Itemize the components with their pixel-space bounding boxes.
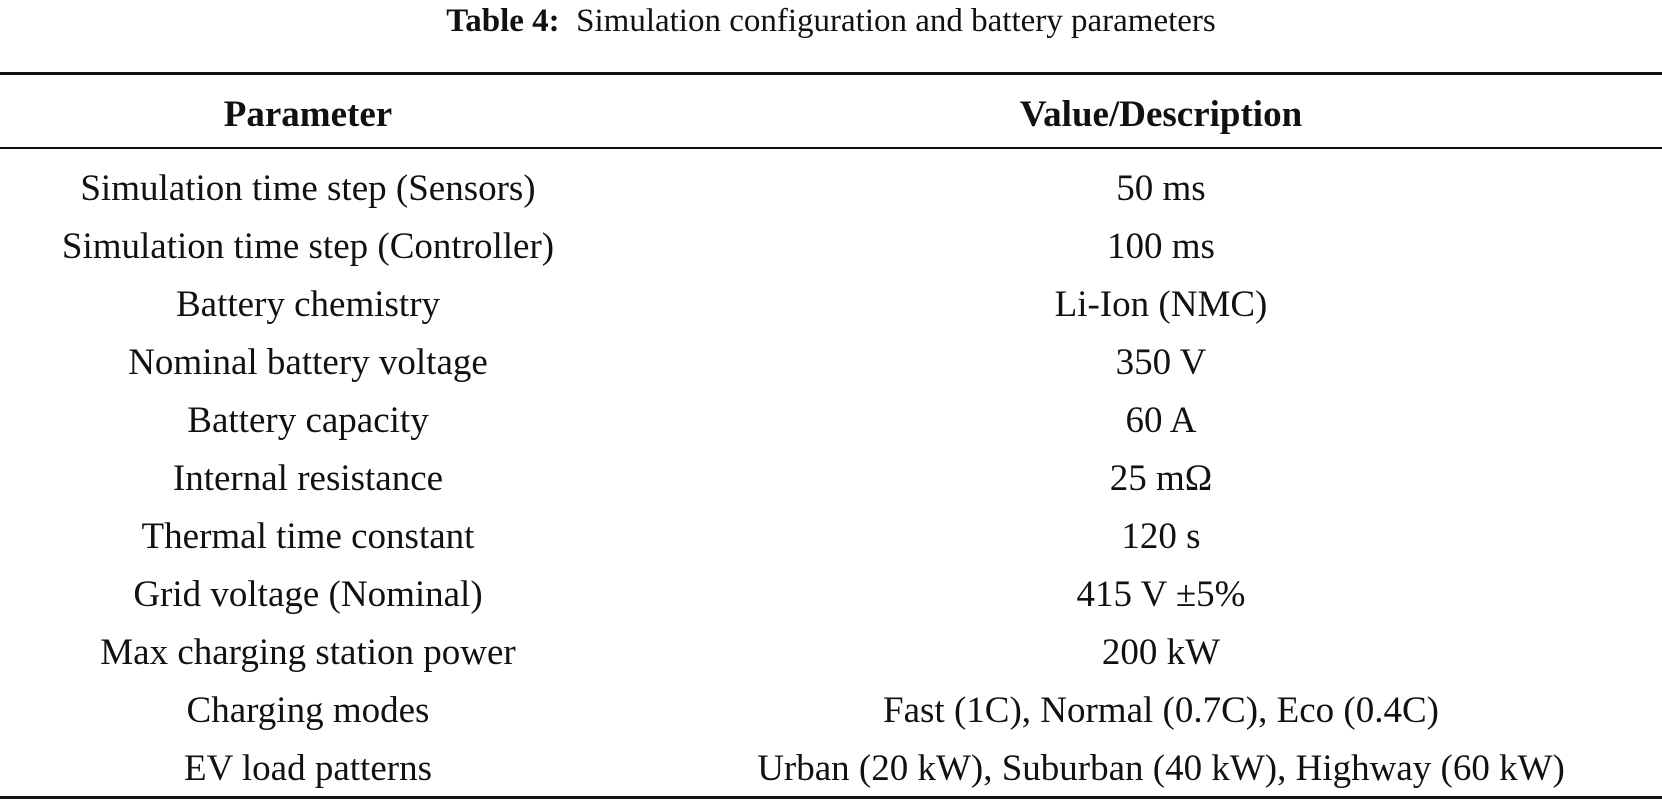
header-value: Value/Description: [1019, 94, 1303, 135]
cell-value: 100 ms: [1107, 226, 1215, 267]
cell-value: 350 V: [1115, 342, 1207, 383]
table-header: Parameter Value/Description: [0, 86, 1662, 144]
cell-parameter: Battery capacity: [187, 400, 429, 441]
bottom-rule: [0, 796, 1662, 799]
table-row: Simulation time step (Controller) 100 ms: [0, 218, 1662, 276]
caption-label: Table 4:: [446, 3, 560, 39]
cell-value: Urban (20 kW), Suburban (40 kW), Highway…: [757, 748, 1565, 789]
cell-value: 25 mΩ: [1109, 458, 1213, 499]
cell-value: Fast (1C), Normal (0.7C), Eco (0.4C): [883, 690, 1439, 731]
cell-parameter: Simulation time step (Sensors): [80, 168, 536, 209]
cell-parameter: Charging modes: [186, 690, 430, 731]
table-row: Max charging station power 200 kW: [0, 624, 1662, 682]
table-row: Charging modes Fast (1C), Normal (0.7C), …: [0, 682, 1662, 740]
table-row: EV load patterns Urban (20 kW), Suburban …: [0, 740, 1662, 798]
cell-parameter: Internal resistance: [172, 458, 444, 499]
table-row: Battery chemistry Li-Ion (NMC): [0, 276, 1662, 334]
table-row: Internal resistance 25 mΩ: [0, 450, 1662, 508]
cell-parameter: Nominal battery voltage: [128, 342, 488, 383]
cell-value: 120 s: [1121, 516, 1201, 557]
cell-parameter: Thermal time constant: [141, 516, 475, 557]
cell-value: 50 ms: [1116, 168, 1206, 209]
table-row: Thermal time constant 120 s: [0, 508, 1662, 566]
table-row: Simulation time step (Sensors) 50 ms: [0, 160, 1662, 218]
cell-value: Li-Ion (NMC): [1054, 284, 1268, 325]
cell-parameter: EV load patterns: [184, 748, 432, 789]
cell-parameter: Simulation time step (Controller): [61, 226, 555, 267]
header-rule: [0, 147, 1662, 149]
cell-value: 415 V ±5%: [1076, 574, 1246, 615]
cell-value: 60 A: [1125, 400, 1197, 441]
cell-parameter: Grid voltage (Nominal): [133, 574, 483, 615]
table-row: Grid voltage (Nominal) 415 V ±5%: [0, 566, 1662, 624]
header-parameter: Parameter: [223, 94, 393, 135]
top-rule: [0, 72, 1662, 75]
cell-parameter: Battery chemistry: [175, 284, 441, 325]
caption-text: Simulation configuration and battery par…: [576, 3, 1216, 39]
cell-value: 200 kW: [1101, 632, 1221, 673]
cell-parameter: Max charging station power: [100, 632, 516, 673]
table-row: Battery capacity 60 A: [0, 392, 1662, 450]
table-row: Nominal battery voltage 350 V: [0, 334, 1662, 392]
table-caption: Table 4: Simulation configuration and ba…: [0, 0, 1662, 42]
